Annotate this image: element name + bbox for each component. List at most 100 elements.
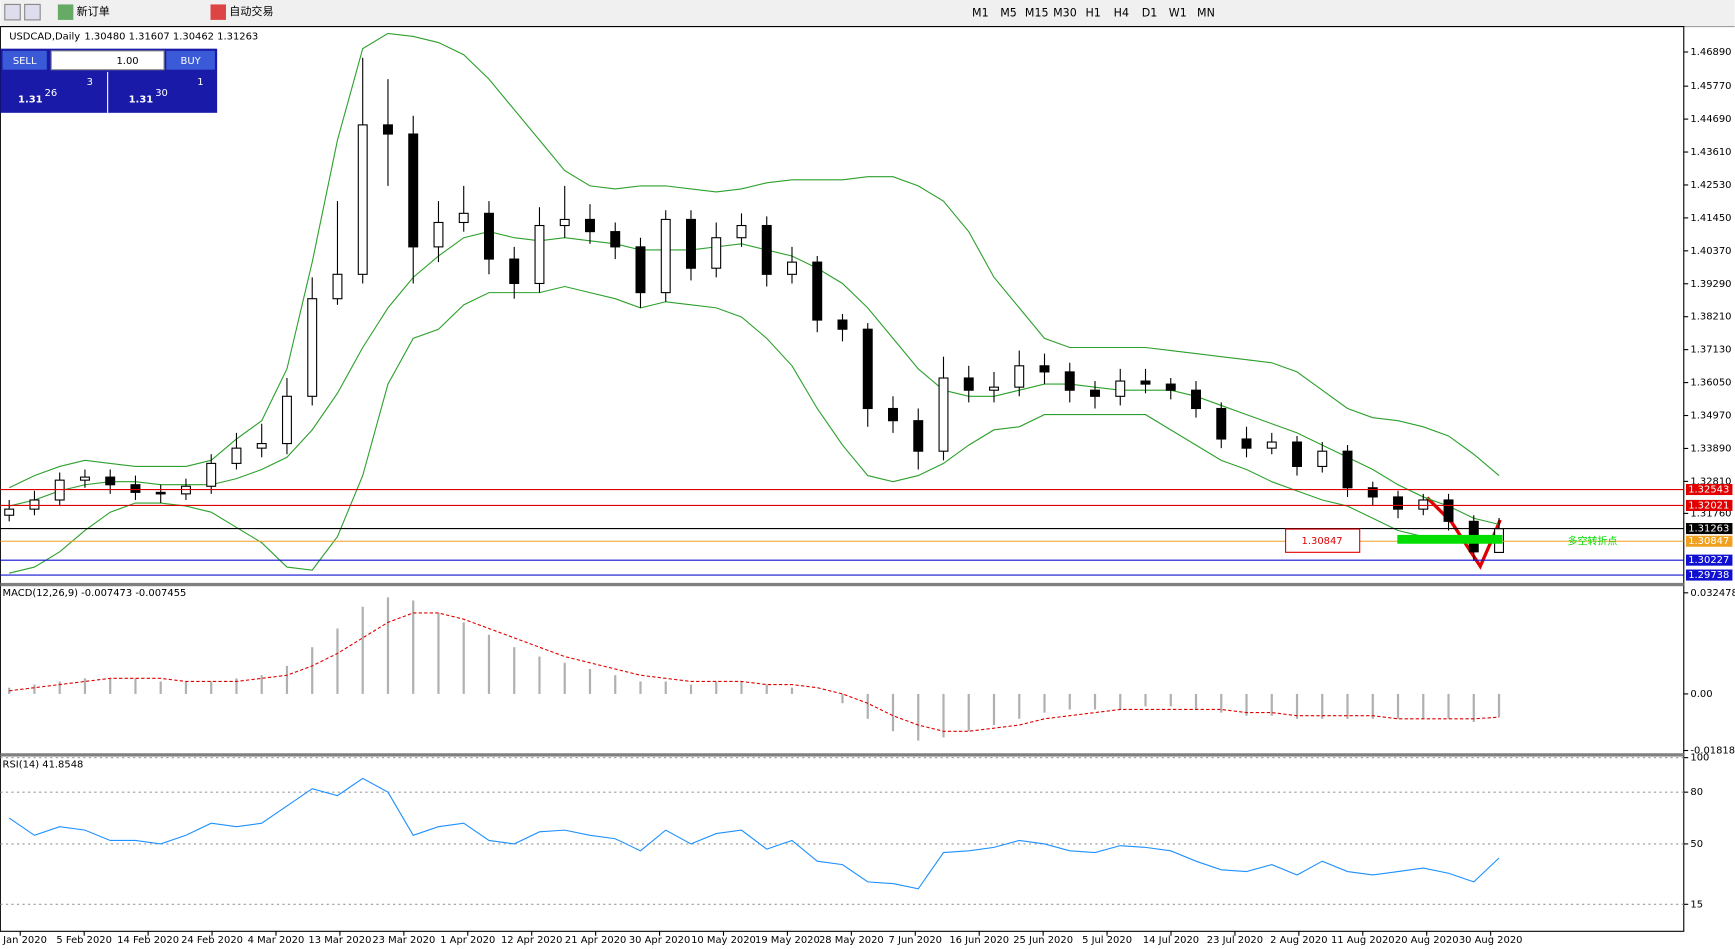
x-tick-label: 4 Mar 2020 [248,935,305,946]
candle-body [585,218,595,233]
y-tick-label: 1.34970 [1690,411,1731,422]
x-tick-label: 14 Feb 2020 [117,935,179,946]
y-tick-label: 1.42530 [1690,180,1731,191]
x-tick-label: 19 May 2020 [755,935,820,946]
y-tick-label: 1.37130 [1690,345,1731,356]
timeframe-button[interactable]: H4 [1114,6,1129,19]
candle-body [736,224,747,239]
candle-body [206,462,217,487]
buy-price-digits[interactable]: 30 [155,88,168,99]
auto-trade[interactable]: 自动交易 [229,4,273,18]
buy-price-big[interactable]: 1.31 [129,95,154,106]
x-tick-label: 12 Apr 2020 [501,935,562,946]
x-tick-label: 25 Jun 2020 [1013,935,1073,946]
bollinger-lower [9,285,1500,574]
y-tick-label: 100 [1690,753,1709,764]
candle-body [382,124,393,135]
sell-label[interactable]: SELL [13,56,37,67]
x-tick-label: 23 Mar 2020 [372,935,435,946]
candle-body [761,224,772,275]
candle-body [79,476,90,481]
new-order-icon[interactable] [57,4,74,20]
lot-input[interactable] [50,50,165,71]
x-tick-label: 14 Jul 2020 [1143,935,1199,946]
candle-body [1241,438,1252,449]
panel-divider [0,582,1684,587]
candle-body [1140,380,1151,385]
candle-body [433,221,444,248]
y-tick-label: 1.40370 [1690,246,1731,257]
buy-button[interactable] [166,50,215,70]
price-level-tag [1685,535,1733,547]
y-tick-label: 1.46890 [1690,47,1731,58]
panel-divider [0,753,1684,757]
candle-body [787,261,797,275]
x-tick-label: 7 Jun 2020 [889,935,942,946]
y-tick-label: 1.33890 [1690,443,1731,454]
candle-body [837,319,848,330]
candle-body [1292,441,1302,467]
y-tick-label: 1.39290 [1690,279,1731,290]
x-tick-label: 1 Apr 2020 [440,935,495,946]
y-tick-label: 0.032478 [1690,588,1735,599]
y-tick-label: 1.41450 [1690,213,1731,224]
y-tick-label: 1.43610 [1690,147,1731,158]
x-tick-label: 5 Jul 2020 [1082,935,1132,946]
rsi-title: RSI(14) 41.8548 [3,759,84,770]
candle-body [559,218,570,227]
x-tick-label: 20 Aug 2020 [1395,935,1459,946]
timeframe-button[interactable]: H1 [1085,6,1100,19]
candle-body [1266,441,1277,449]
candle-body [711,237,722,269]
x-tick-label: 11 Aug 2020 [1331,935,1395,946]
toolbar [0,0,1735,27]
auto-trade-icon[interactable] [210,4,226,20]
sell-price-digits[interactable]: 26 [45,88,58,99]
timeframe-button[interactable]: D1 [1142,6,1158,19]
x-tick-label: 28 May 2020 [819,935,884,946]
candle-body [660,218,671,294]
bollinger-upper [8,32,1500,489]
buy-price-sup[interactable]: 1 [197,77,203,88]
candle-body [862,328,873,410]
x-tick-label: 30 Apr 2020 [629,935,690,946]
candle-body [29,499,40,510]
y-tick-label: 1.36050 [1690,378,1731,389]
candle-body [989,386,999,391]
buy-label[interactable]: BUY [181,56,202,67]
sell-button[interactable] [2,50,47,70]
timeframe-button[interactable]: MN [1197,6,1215,19]
new-order[interactable]: 新订单 [77,4,110,18]
candle-body [1342,450,1353,489]
timeframe-button[interactable]: M15 [1025,6,1049,19]
price-level-label: 1.29738 [1688,570,1729,581]
timeframe-button[interactable]: W1 [1169,6,1187,19]
tool-icon[interactable] [4,3,21,21]
x-tick-label: 23 Jul 2020 [1207,935,1263,946]
candle-body [4,508,15,516]
timeframe-button[interactable]: M5 [1000,6,1017,19]
y-tick-label: 80 [1690,787,1703,798]
macd-title: MACD(12,26,9) -0.007473 -0.007455 [3,588,187,599]
sell-price-sup[interactable]: 3 [87,77,93,88]
x-tick-label: 24 Feb 2020 [181,935,243,946]
candle-body [281,395,292,445]
candle-body [963,377,974,391]
candle-body [1418,499,1429,510]
candle-body [635,246,646,294]
x-tick-label: 7 Jan 2020 [0,935,47,946]
candle-body [332,273,343,300]
tool-icon[interactable] [24,3,41,21]
candle-body [1317,450,1328,467]
x-tick-label: 2 Aug 2020 [1270,935,1327,946]
sell-price-big[interactable]: 1.31 [18,95,43,106]
candle-body [231,447,242,464]
timeframe-button[interactable]: M1 [972,6,989,19]
y-tick-label: 1.32810 [1690,476,1731,487]
lot-value[interactable]: 1.00 [116,56,138,67]
annotation-bar [1397,534,1503,544]
timeframe-button[interactable]: M30 [1053,6,1077,19]
annotation-box [1285,528,1361,553]
x-tick-label: 30 Aug 2020 [1459,935,1523,946]
